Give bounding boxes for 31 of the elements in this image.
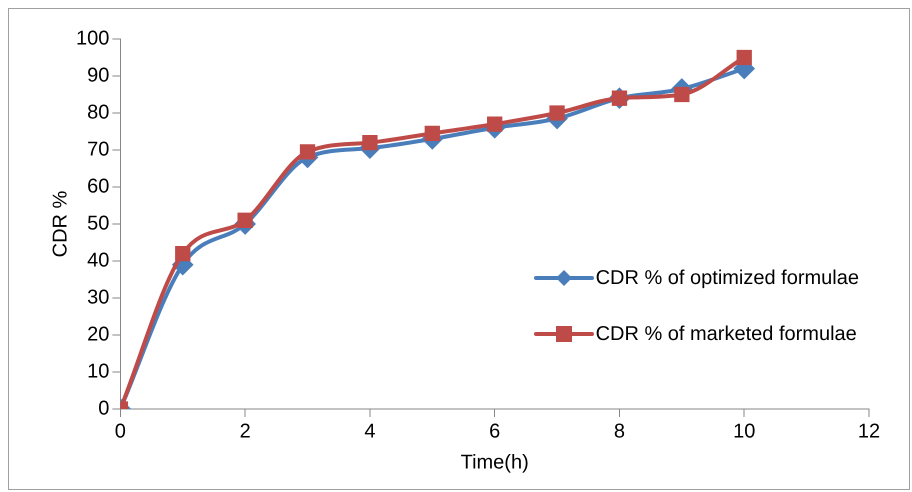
- x-tick-label: 2: [240, 420, 251, 443]
- x-tick-label: 8: [614, 420, 626, 443]
- legend-label: CDR % of optimized formulae: [596, 266, 859, 290]
- point: [175, 246, 190, 262]
- y-tick-label: 30: [87, 286, 110, 309]
- x-tick-label: 10: [733, 420, 756, 443]
- point: [424, 126, 440, 142]
- point: [487, 116, 502, 132]
- y-tick-label: 0: [98, 398, 110, 420]
- y-tick-label: 50: [87, 212, 110, 235]
- y-tick-label: 70: [87, 138, 110, 161]
- y-tick-label: 100: [76, 28, 110, 50]
- point: [674, 86, 690, 102]
- y-tick-label: 80: [87, 102, 110, 124]
- y-tick-label: 40: [87, 250, 110, 272]
- y-tick-label: 10: [87, 360, 110, 383]
- y-tick-label: 20: [87, 324, 110, 346]
- y-tick-label: 90: [87, 64, 110, 87]
- y-tick-label: 60: [87, 176, 110, 198]
- point: [237, 212, 253, 228]
- x-tick-label: 0: [114, 420, 126, 443]
- x-tick-label: 4: [364, 420, 376, 443]
- point: [736, 50, 752, 66]
- x-axis-title: Time(h): [460, 452, 529, 474]
- legend-label: CDR % of marketed formulae: [596, 322, 857, 346]
- point: [549, 105, 565, 121]
- x-tick-label: 12: [858, 420, 880, 443]
- point: [300, 144, 316, 160]
- x-tick-label: 6: [489, 420, 500, 443]
- y-axis-title: CDR %: [50, 190, 72, 258]
- point: [362, 134, 378, 150]
